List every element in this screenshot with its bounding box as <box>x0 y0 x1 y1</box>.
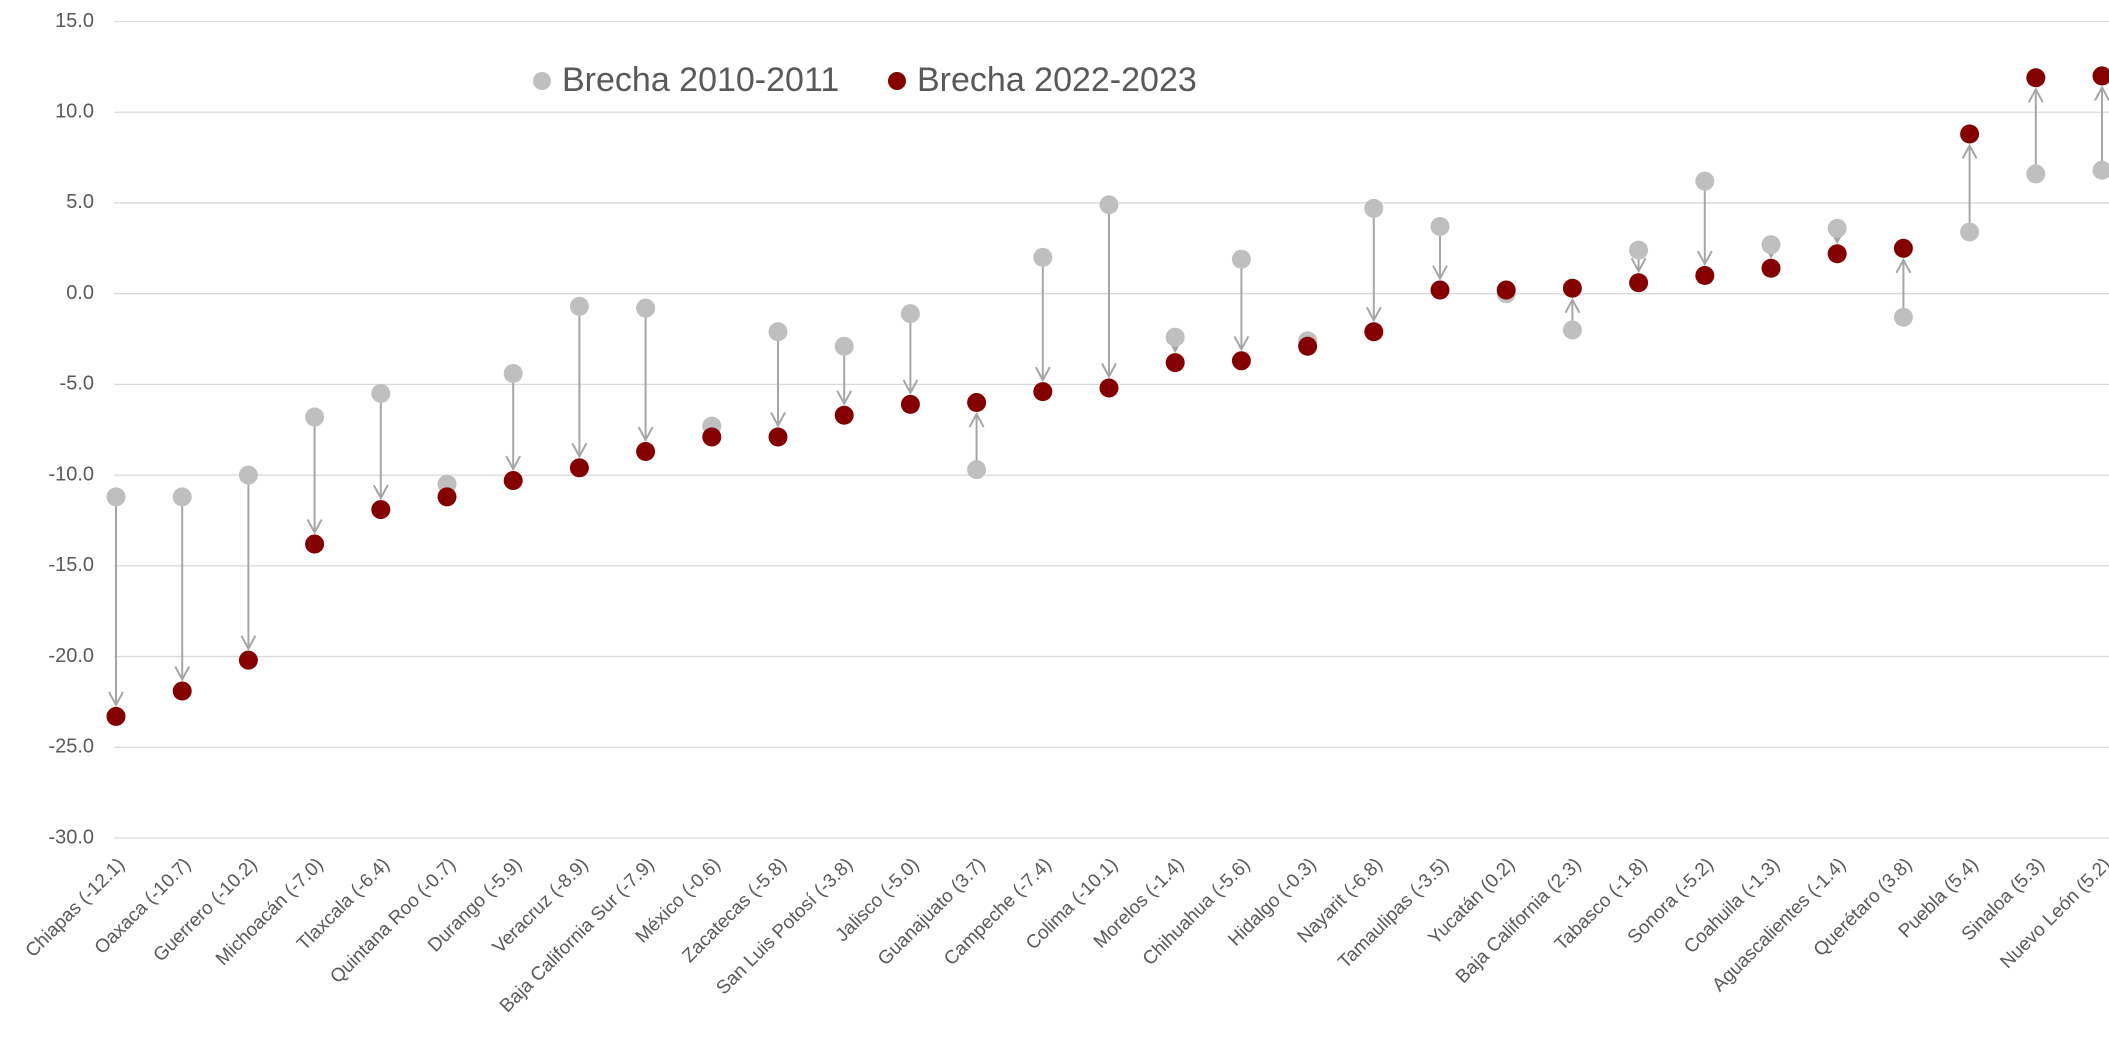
legend-marker <box>888 72 906 90</box>
dot <box>1629 273 1649 293</box>
x-tick-label: Quintana Roo (-0.7) <box>326 854 460 988</box>
dot <box>1562 278 1582 298</box>
dot <box>834 336 854 356</box>
dot <box>1496 280 1516 300</box>
dot <box>1231 351 1251 371</box>
dot <box>238 650 258 670</box>
dot <box>1099 195 1119 215</box>
dot <box>1960 222 1980 242</box>
dot <box>1033 382 1053 402</box>
dot <box>967 393 987 413</box>
dot <box>305 407 325 427</box>
y-tick-label: 10.0 <box>55 101 94 123</box>
y-tick-label: 0.0 <box>66 282 94 304</box>
dot <box>834 405 854 425</box>
dot <box>503 364 523 384</box>
dot <box>1827 218 1847 238</box>
y-tick-label: -5.0 <box>60 373 94 395</box>
dot <box>967 460 987 480</box>
dot <box>569 458 589 478</box>
dot <box>1430 217 1450 237</box>
arrows <box>116 87 2102 704</box>
legend-marker <box>533 72 551 90</box>
dot <box>900 394 920 414</box>
dot <box>1231 249 1251 269</box>
x-tick-label: Nuevo León (5.2) <box>1996 854 2109 973</box>
dot <box>2026 68 2046 88</box>
legend-label: Brecha 2010-2011 <box>562 61 839 99</box>
dot <box>768 322 788 342</box>
dot <box>2092 66 2109 86</box>
dot <box>1033 247 1053 267</box>
y-tick-label: -30.0 <box>48 826 94 848</box>
grid <box>114 20 2109 839</box>
dot <box>1165 327 1185 347</box>
dot <box>172 681 192 701</box>
y-tick-label: -15.0 <box>48 554 94 576</box>
dot <box>1827 244 1847 264</box>
dot <box>371 500 391 520</box>
dot <box>1165 353 1185 373</box>
dot <box>172 487 192 507</box>
dot <box>1298 336 1318 356</box>
dot <box>2026 164 2046 184</box>
dot <box>305 534 325 554</box>
dot <box>1893 238 1913 258</box>
y-tick-label: 15.0 <box>55 10 94 32</box>
y-tick-label: -10.0 <box>48 463 94 485</box>
dot <box>569 296 589 316</box>
dot <box>503 471 523 491</box>
dot <box>2092 160 2109 180</box>
dot <box>437 487 457 507</box>
dot <box>1099 378 1119 398</box>
dot <box>1695 171 1715 191</box>
dot <box>106 487 126 507</box>
dot <box>106 706 126 726</box>
dot <box>238 465 258 485</box>
dot <box>1364 198 1384 218</box>
y-tick-label: 5.0 <box>66 191 94 213</box>
x-tick-label: Aguascalientes (-1.4) <box>1708 854 1850 996</box>
y-tick-label: -20.0 <box>48 645 94 667</box>
dot <box>900 304 920 324</box>
dot <box>702 427 722 447</box>
dot <box>1562 320 1582 340</box>
dot <box>1695 266 1715 286</box>
dot <box>636 442 656 462</box>
x-tick-label: Baja California (2.3) <box>1452 854 1586 988</box>
y-tick-label: -25.0 <box>48 736 94 758</box>
dot <box>1960 124 1980 144</box>
dot <box>1364 322 1384 342</box>
dot <box>1629 240 1649 260</box>
legend-label: Brecha 2022-2023 <box>917 61 1197 99</box>
dot <box>371 383 391 403</box>
dot <box>1761 235 1781 255</box>
dot <box>1761 258 1781 278</box>
dot <box>1893 307 1913 327</box>
x-tick-label: Tamaulipas (-3.5) <box>1334 854 1453 973</box>
dot <box>768 427 788 447</box>
dot <box>636 298 656 318</box>
dot <box>1430 280 1450 300</box>
